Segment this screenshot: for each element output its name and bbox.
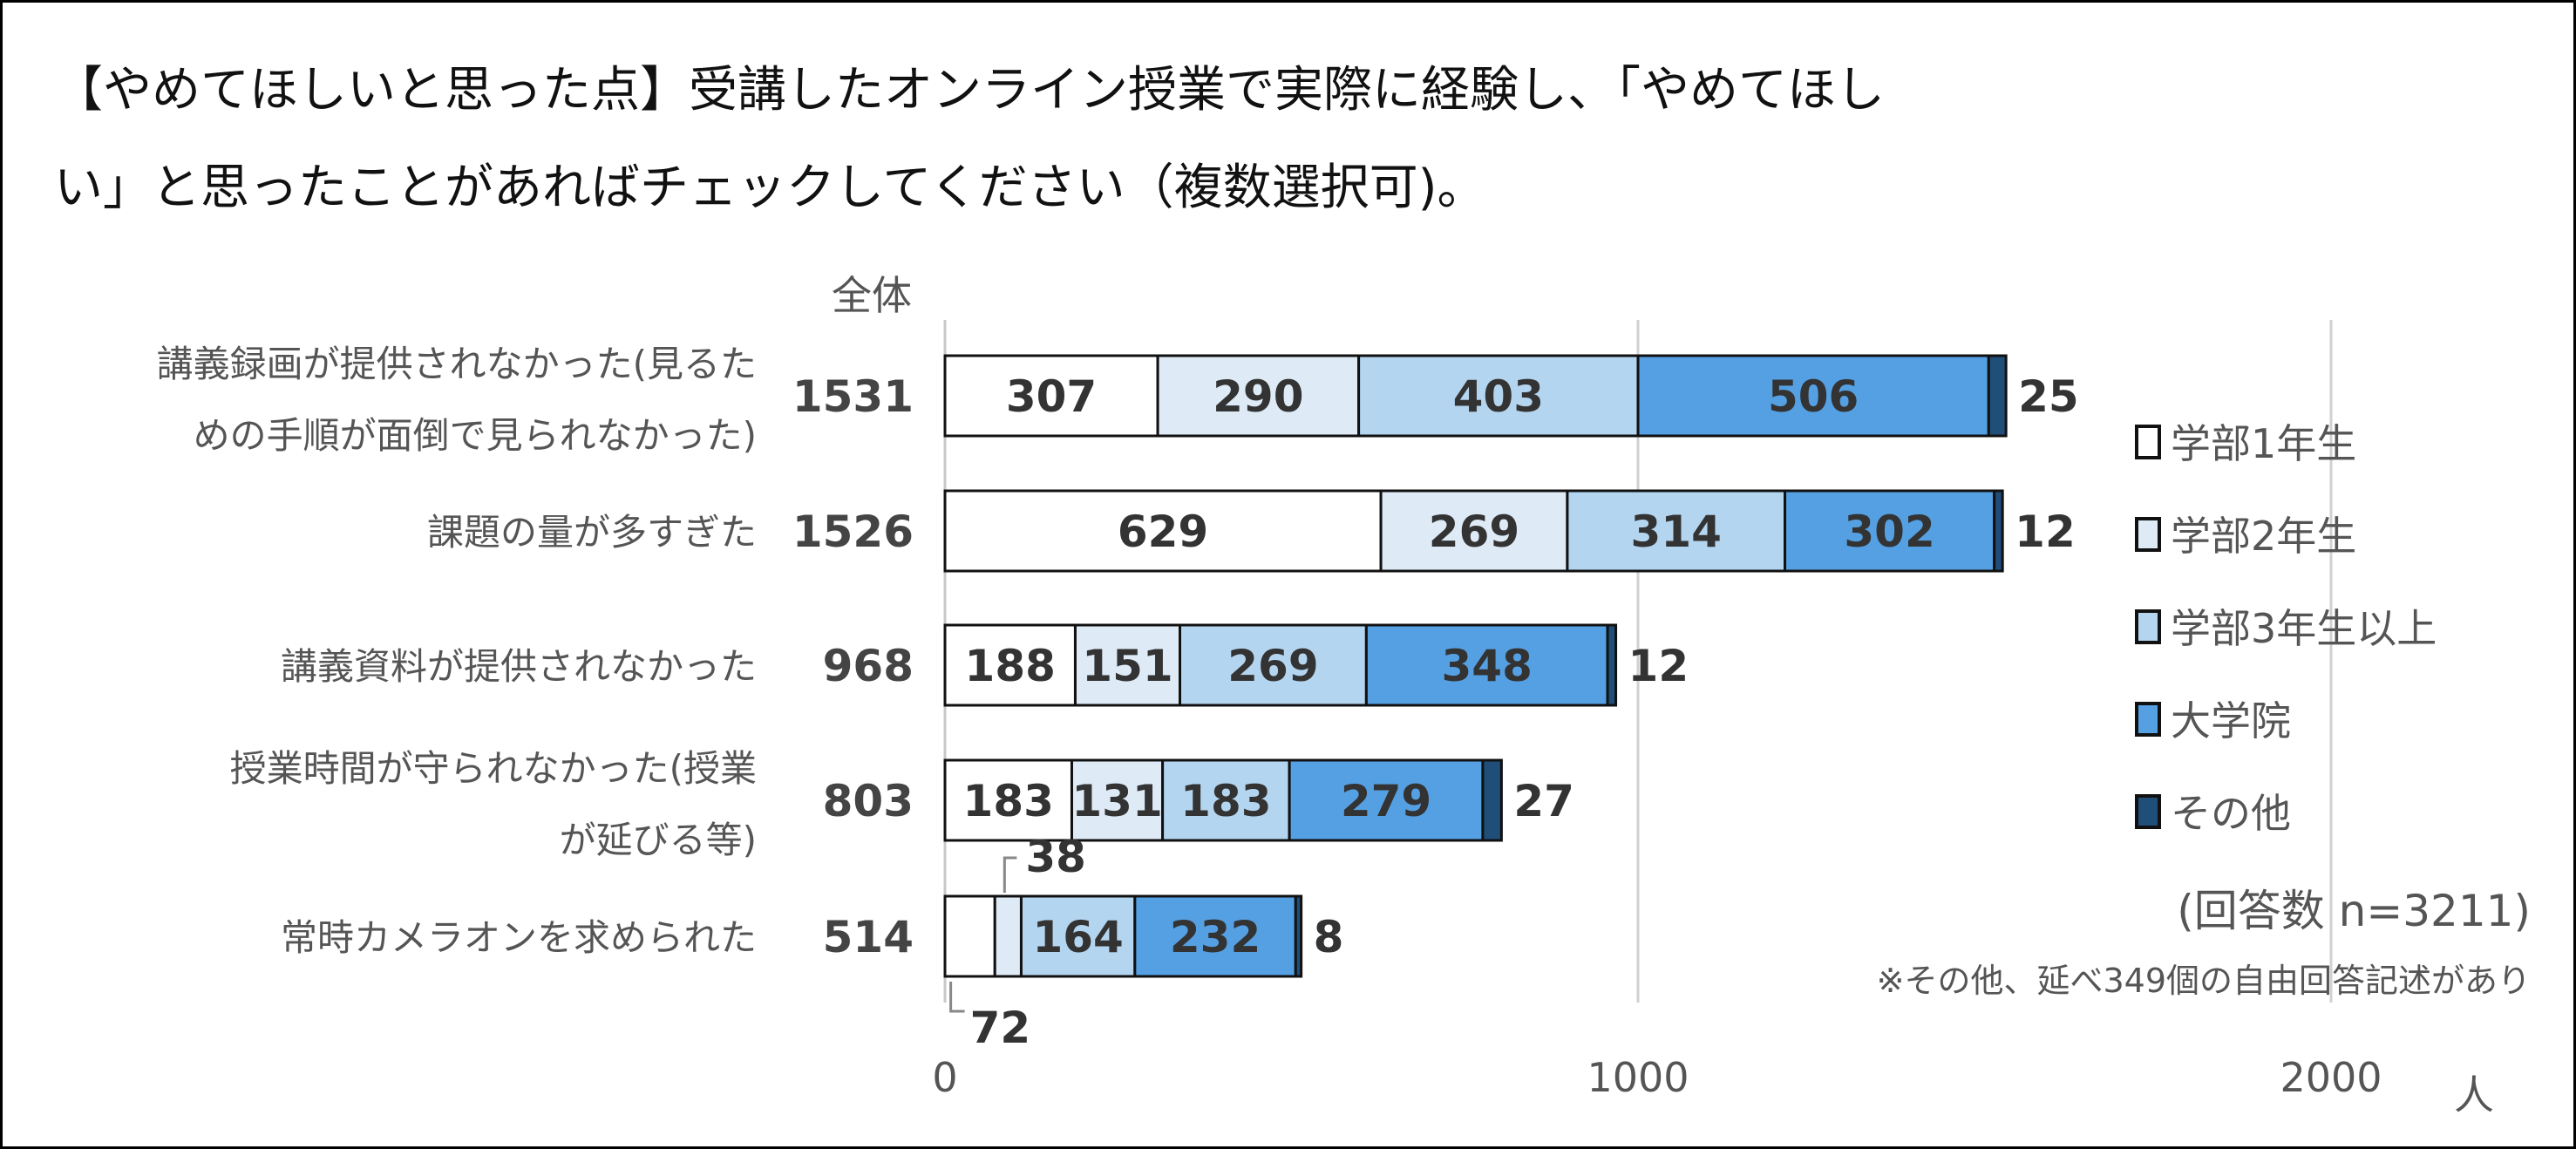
data-label: 348 bbox=[1442, 641, 1533, 691]
bar-segment bbox=[943, 758, 1073, 842]
data-label: 72 bbox=[970, 1003, 1031, 1053]
total-value-label: 1526 bbox=[792, 507, 914, 557]
bar-segment bbox=[1288, 758, 1485, 842]
category-label: めの手順が面倒で見られなかった) bbox=[194, 414, 757, 457]
legend-label: その他 bbox=[2171, 790, 2291, 837]
x-tick-label: 1000 bbox=[1587, 1054, 1689, 1101]
bar-segment bbox=[1019, 894, 1137, 978]
data-label: 629 bbox=[1118, 507, 1208, 557]
free-answer-note: ※その他、延べ349個の自由回答記述があり bbox=[1877, 962, 2531, 1000]
category-label: が延びる等) bbox=[560, 819, 757, 861]
data-label: 290 bbox=[1213, 371, 1303, 422]
bar-segment bbox=[943, 623, 1077, 707]
data-label: 8 bbox=[1314, 912, 1344, 962]
x-tick-label: 2000 bbox=[2280, 1054, 2382, 1101]
legend-swatch bbox=[2135, 517, 2161, 552]
category-label: 授業時間が守られなかった(授業 bbox=[230, 747, 757, 790]
bar-segment bbox=[1357, 354, 1640, 438]
bar-segment bbox=[1294, 894, 1303, 978]
bar-segment bbox=[1987, 354, 2008, 438]
data-label: 232 bbox=[1170, 912, 1261, 962]
data-label: 183 bbox=[1180, 776, 1271, 826]
bar-segment bbox=[1073, 623, 1182, 707]
total-value-label: 803 bbox=[823, 776, 914, 826]
data-label: 269 bbox=[1429, 507, 1519, 557]
bar-segment bbox=[1606, 623, 1618, 707]
data-label: 506 bbox=[1768, 371, 1859, 422]
bar-segment bbox=[993, 894, 1023, 978]
data-label: 164 bbox=[1032, 912, 1123, 962]
bar-segment bbox=[1179, 623, 1368, 707]
data-label: 188 bbox=[965, 641, 1056, 691]
data-label: 183 bbox=[963, 776, 1054, 826]
sample-size-note: (回答数 n=3211) bbox=[2177, 886, 2531, 936]
data-label: 131 bbox=[1071, 776, 1162, 826]
leader-line bbox=[1003, 856, 1017, 893]
total-column-header: 全体 bbox=[832, 272, 912, 319]
legend-swatch bbox=[2135, 425, 2161, 459]
category-label: 課題の量が多すぎた bbox=[427, 511, 757, 554]
data-label: 403 bbox=[1453, 371, 1544, 422]
bar-segment bbox=[1784, 489, 1996, 573]
x-tick-label: 0 bbox=[932, 1054, 957, 1101]
category-label: 講義録画が提供されなかった(見るた bbox=[157, 343, 757, 385]
legend-swatch bbox=[2135, 794, 2161, 829]
data-label: 302 bbox=[1844, 507, 1934, 557]
data-label: 269 bbox=[1227, 641, 1318, 691]
data-label: 12 bbox=[2015, 507, 2076, 557]
data-label: 25 bbox=[2018, 371, 2079, 422]
bar-segment bbox=[1566, 489, 1787, 573]
data-label: 27 bbox=[1513, 776, 1574, 826]
bar-segment bbox=[1481, 758, 1503, 842]
total-value-label: 514 bbox=[823, 912, 914, 962]
legend-label: 学部2年生 bbox=[2171, 513, 2356, 560]
legend-label: 学部3年生以上 bbox=[2171, 605, 2437, 652]
bar-segment bbox=[943, 489, 1383, 573]
category-label: 講義資料が提供されなかった bbox=[281, 645, 757, 688]
category-label: 常時カメラオンを求められた bbox=[281, 916, 757, 959]
data-label: 38 bbox=[1025, 832, 1086, 882]
bar-segment bbox=[1379, 489, 1569, 573]
bar-segment bbox=[1364, 623, 1609, 707]
data-label: 307 bbox=[1006, 371, 1097, 422]
bar-segment bbox=[1993, 489, 2004, 573]
data-label: 314 bbox=[1631, 507, 1722, 557]
data-label: 151 bbox=[1082, 641, 1172, 691]
legend-swatch bbox=[2135, 702, 2161, 737]
chart-title-line-2: い」と思ったことがあればチェックしてください（複数選択可)。 bbox=[54, 160, 1486, 216]
leader-line bbox=[949, 982, 965, 1013]
total-value-label: 968 bbox=[823, 641, 914, 691]
legend-swatch bbox=[2135, 609, 2161, 644]
legend-label: 大学院 bbox=[2171, 697, 2291, 744]
total-value-label: 1531 bbox=[792, 371, 914, 422]
x-axis-unit-label: 人 bbox=[2454, 1071, 2494, 1118]
legend-label: 学部1年生 bbox=[2171, 420, 2356, 467]
data-label: 279 bbox=[1341, 776, 1431, 826]
chart-title-line-1: 【やめてほしいと思った点】受講したオンライン授業で実際に経験し、「やめてほし bbox=[54, 62, 1885, 119]
bar-segment bbox=[943, 894, 996, 978]
bar-segment bbox=[1636, 354, 1990, 438]
data-label: 12 bbox=[1628, 641, 1689, 691]
